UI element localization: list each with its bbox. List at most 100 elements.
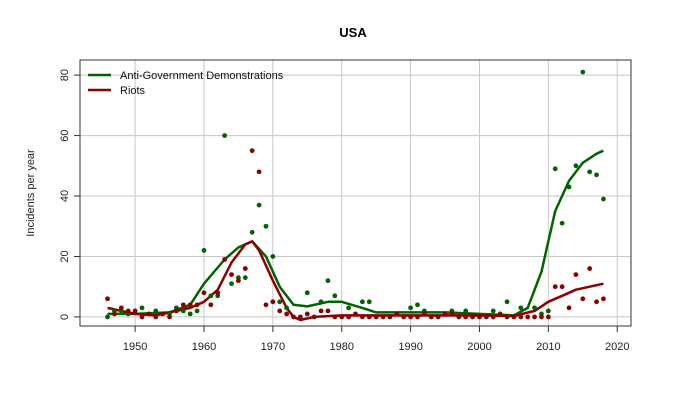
data-points	[105, 69, 606, 320]
data-point	[318, 308, 324, 314]
data-point	[518, 305, 524, 311]
data-point	[201, 290, 207, 296]
data-point	[559, 220, 565, 226]
data-point	[435, 314, 441, 320]
y-axis-label: Incidents per year	[25, 149, 37, 237]
data-point	[304, 311, 310, 317]
data-point	[511, 314, 517, 320]
data-point	[284, 305, 290, 311]
data-point	[118, 305, 124, 311]
data-point	[174, 308, 179, 314]
data-point	[291, 314, 296, 320]
data-point	[160, 311, 166, 317]
data-point	[497, 311, 503, 317]
data-point	[242, 275, 248, 281]
data-point	[559, 284, 565, 290]
data-point	[298, 314, 303, 320]
data-point	[187, 302, 193, 308]
data-point	[580, 69, 586, 75]
x-axis: 1950 1960 1970 1980 1990 2000 2010 2020	[123, 326, 629, 353]
data-point	[366, 314, 372, 320]
data-point	[587, 266, 593, 271]
data-point	[408, 305, 413, 311]
data-point	[222, 257, 228, 262]
data-point	[180, 308, 186, 314]
y-tick-label: 0	[59, 314, 71, 320]
y-axis: 0 20 40 60 80	[59, 69, 80, 320]
data-point	[366, 299, 372, 305]
data-point	[401, 314, 407, 320]
data-point	[153, 314, 159, 320]
data-point	[125, 308, 131, 314]
data-point	[394, 311, 400, 317]
data-point	[566, 184, 572, 190]
data-point	[215, 290, 221, 296]
data-point	[146, 311, 152, 317]
data-point	[463, 314, 469, 320]
y-tick-label: 40	[59, 190, 71, 202]
data-point	[208, 302, 214, 308]
data-point	[236, 278, 241, 284]
data-point	[463, 308, 469, 314]
data-point	[380, 314, 386, 320]
legend-label: Anti-Government Demonstrations	[120, 70, 284, 82]
data-point	[594, 299, 599, 305]
data-point	[201, 248, 207, 253]
data-point	[594, 172, 599, 178]
data-point	[428, 314, 434, 320]
data-point	[415, 314, 420, 320]
grid	[80, 60, 631, 326]
y-tick-label: 80	[59, 69, 71, 81]
data-point	[373, 314, 379, 320]
data-point	[470, 314, 475, 320]
x-tick-label: 1980	[329, 341, 353, 353]
data-point	[545, 314, 551, 320]
data-point	[277, 299, 283, 305]
data-point	[490, 314, 496, 320]
x-tick-label: 2000	[467, 341, 491, 353]
data-point	[187, 311, 193, 317]
data-point	[353, 311, 358, 317]
data-point	[249, 148, 255, 154]
legend-label: Riots	[120, 85, 146, 97]
chart-title: USA	[339, 25, 367, 40]
data-point	[525, 314, 531, 320]
data-point	[256, 169, 262, 175]
data-point	[332, 293, 338, 299]
data-point	[256, 202, 262, 208]
data-point	[304, 290, 310, 296]
data-point	[222, 133, 228, 138]
data-point	[229, 281, 234, 287]
x-tick-label: 1990	[398, 341, 422, 353]
x-tick-label: 1960	[192, 341, 216, 353]
data-point	[112, 311, 117, 317]
data-point	[277, 308, 283, 314]
data-point	[153, 308, 159, 314]
data-point	[325, 308, 331, 314]
data-point	[346, 314, 352, 320]
data-point	[545, 308, 551, 314]
data-point	[456, 314, 462, 320]
data-point	[518, 314, 524, 320]
data-point	[477, 314, 482, 320]
data-point	[242, 266, 248, 271]
data-point	[339, 314, 345, 320]
y-tick-label: 20	[59, 250, 71, 262]
data-point	[387, 314, 393, 320]
data-point	[587, 169, 593, 175]
data-point	[552, 166, 558, 172]
trend-lines	[107, 149, 604, 322]
data-point	[483, 314, 489, 320]
data-point	[442, 311, 448, 317]
data-point	[573, 163, 579, 169]
data-point	[490, 308, 496, 314]
data-point	[180, 302, 186, 308]
data-point	[601, 296, 606, 302]
data-point	[566, 305, 572, 311]
legend: Anti-Government Demonstrations Riots	[88, 70, 284, 97]
data-point	[359, 299, 365, 305]
data-point	[504, 299, 510, 305]
plot-frame	[79, 59, 632, 327]
data-point	[580, 296, 586, 302]
